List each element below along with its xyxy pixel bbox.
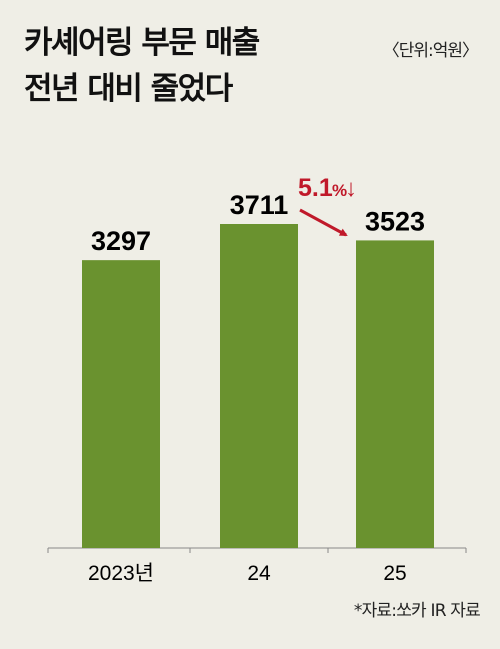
source-note: *자료:쏘카 IR 자료 (353, 601, 481, 621)
x-tick-label-2: 25 (383, 562, 406, 585)
decline-arrow-icon (299, 208, 348, 237)
down-arrow-glyph: ↓ (345, 175, 357, 202)
value-label-2: 3523 (365, 206, 425, 236)
title-line-2: 전년 대비 줄었다 (24, 71, 233, 107)
unit-label: 〈단위:억원〉 (382, 41, 479, 61)
bar-1 (220, 224, 298, 548)
change-percent-number: 5.1 (298, 174, 333, 202)
bar-2 (356, 240, 434, 548)
chart-title: 카셰어링 부문 매출 전년 대비 줄었다 (24, 20, 260, 112)
change-annotation: 5.1 % ↓ (298, 174, 357, 237)
x-tick-label-0: 2023년 (88, 562, 154, 585)
value-label-0: 3297 (91, 226, 151, 256)
value-label-1: 3711 (230, 190, 289, 220)
title-line-1: 카셰어링 부문 매출 (24, 25, 260, 61)
x-tick-label-1: 24 (247, 562, 271, 585)
change-percent-sign: % (332, 181, 347, 200)
bar-0 (82, 260, 160, 548)
